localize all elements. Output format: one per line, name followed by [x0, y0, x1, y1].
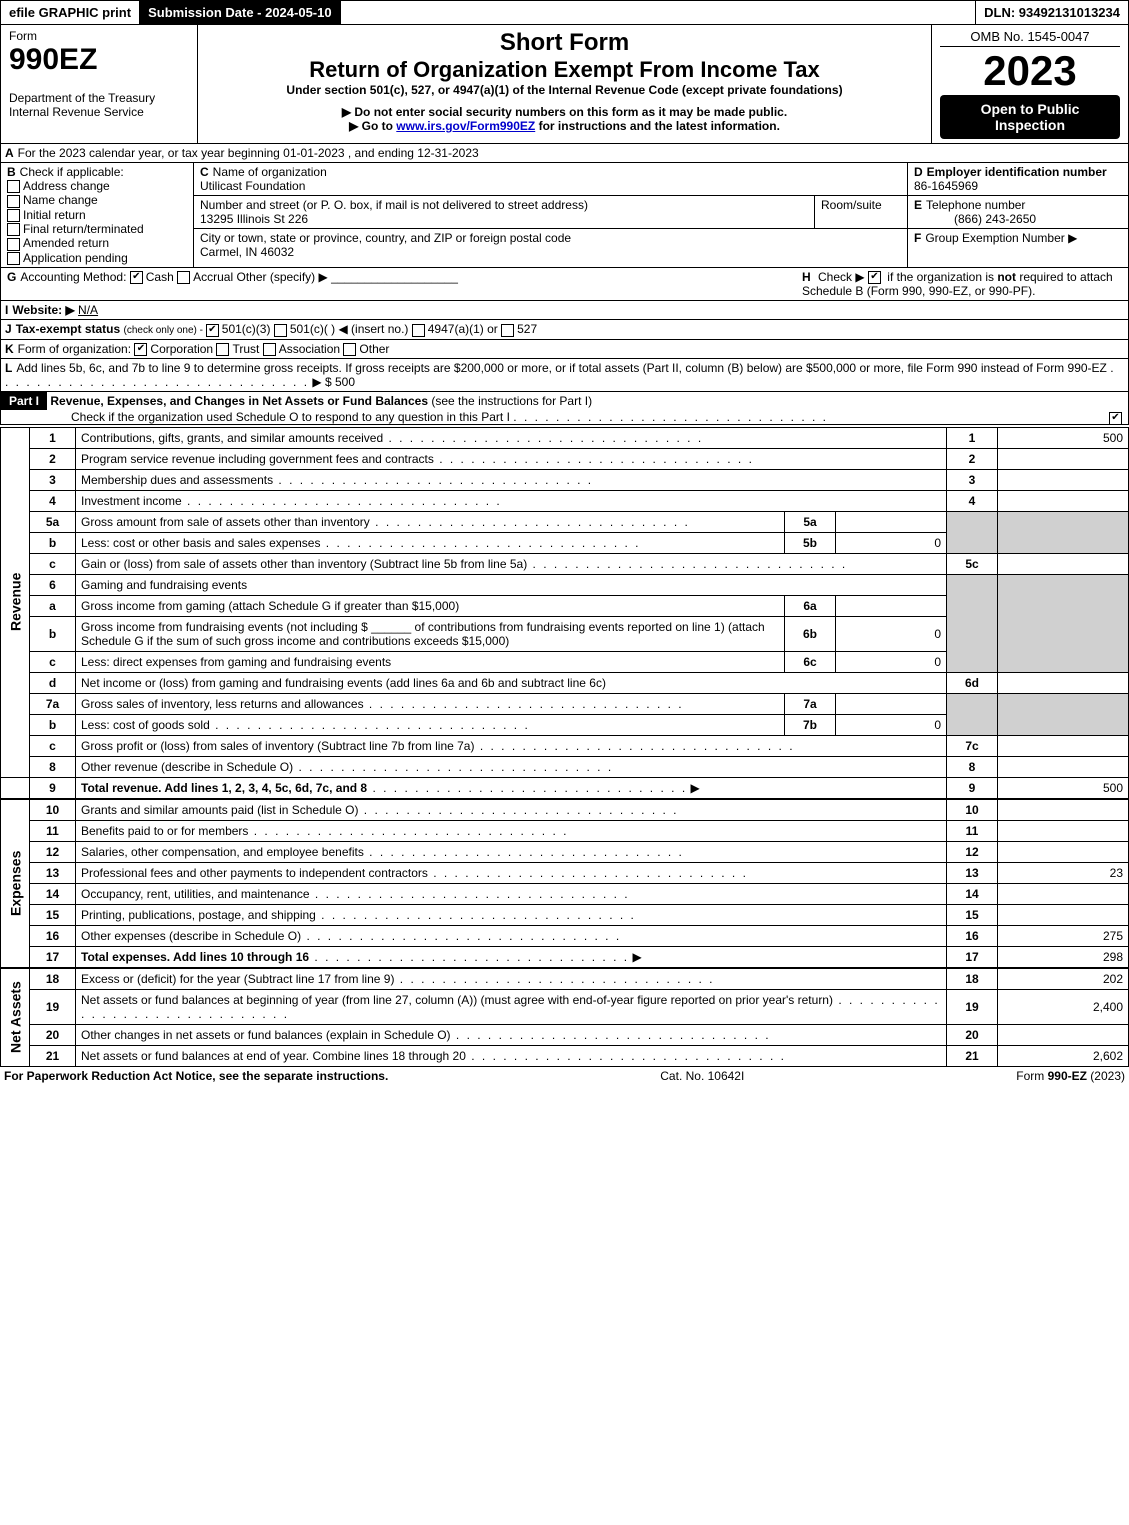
- check-amended-return[interactable]: [7, 238, 20, 251]
- check-501c[interactable]: [274, 324, 287, 337]
- room-suite: Room/suite: [815, 196, 907, 228]
- form-label: Form: [9, 29, 37, 43]
- footer-left: For Paperwork Reduction Act Notice, see …: [4, 1069, 388, 1083]
- revenue-sidebar: Revenue: [1, 427, 30, 777]
- check-association[interactable]: [263, 343, 276, 356]
- line9-value: 500: [998, 777, 1129, 798]
- check-name-change[interactable]: [7, 195, 20, 208]
- section-l: LAdd lines 5b, 6c, and 7b to line 9 to d…: [0, 359, 1129, 392]
- line6a-value: [836, 595, 947, 616]
- line10-value: [998, 799, 1129, 820]
- check-501c3[interactable]: [206, 324, 219, 337]
- check-527[interactable]: [501, 324, 514, 337]
- line21-value: 2,602: [998, 1045, 1129, 1066]
- efile-graphic-print[interactable]: efile GRAPHIC print: [1, 1, 140, 24]
- line1-value: 500: [998, 427, 1129, 448]
- line8-value: [998, 756, 1129, 777]
- open-to-public: Open to Public Inspection: [940, 95, 1120, 139]
- goto-note: ▶ Go to www.irs.gov/Form990EZ for instru…: [206, 119, 923, 133]
- header-right: OMB No. 1545-0047 2023 Open to Public In…: [932, 25, 1128, 143]
- ein: 86-1645969: [914, 179, 978, 193]
- ssn-note: ▶ Do not enter social security numbers o…: [206, 105, 923, 119]
- line6d-value: [998, 672, 1129, 693]
- line2-value: [998, 448, 1129, 469]
- check-scheduleb-not-required[interactable]: [868, 271, 881, 284]
- line18-value: 202: [998, 968, 1129, 989]
- line5a-value: [836, 511, 947, 532]
- check-application-pending[interactable]: [7, 252, 20, 265]
- check-schedule-o-part1[interactable]: [1109, 412, 1122, 425]
- line7b-value: 0: [836, 714, 947, 735]
- netassets-table: Net Assets 18 Excess or (deficit) for th…: [0, 968, 1129, 1067]
- check-other-org[interactable]: [343, 343, 356, 356]
- footer-right: Form 990-EZ (2023): [1016, 1069, 1125, 1083]
- short-form-title: Short Form: [206, 29, 923, 57]
- omb-number: OMB No. 1545-0047: [940, 29, 1120, 47]
- section-i: IWebsite: ▶ N/A: [0, 301, 1129, 320]
- org-address: 13295 Illinois St 226: [200, 212, 308, 226]
- section-a: AFor the 2023 calendar year, or tax year…: [0, 144, 1129, 163]
- header-left: Form 990EZ Department of the Treasury In…: [1, 25, 198, 143]
- form-subtext: Under section 501(c), 527, or 4947(a)(1)…: [206, 83, 923, 97]
- form-number: 990EZ: [9, 43, 97, 76]
- org-name: Utilicast Foundation: [200, 179, 305, 193]
- tax-year: 2023: [940, 47, 1120, 95]
- check-final-return[interactable]: [7, 223, 20, 236]
- footer-center: Cat. No. 10642I: [660, 1069, 744, 1083]
- netassets-sidebar: Net Assets: [1, 968, 30, 1066]
- top-bar-spacer: [341, 1, 977, 24]
- check-4947a1[interactable]: [412, 324, 425, 337]
- line14-value: [998, 883, 1129, 904]
- check-accrual[interactable]: [177, 271, 190, 284]
- section-c: CName of organization Utilicast Foundati…: [194, 163, 908, 267]
- section-k: KForm of organization: Corporation Trust…: [0, 340, 1129, 359]
- org-city: Carmel, IN 46032: [200, 245, 294, 259]
- footer: For Paperwork Reduction Act Notice, see …: [0, 1067, 1129, 1085]
- header-center: Short Form Return of Organization Exempt…: [198, 25, 932, 143]
- gross-receipts: 500: [335, 375, 355, 389]
- line16-value: 275: [998, 925, 1129, 946]
- line6b-value: 0: [836, 616, 947, 651]
- line6c-value: 0: [836, 651, 947, 672]
- top-bar: efile GRAPHIC print Submission Date - 20…: [0, 0, 1129, 25]
- check-trust[interactable]: [216, 343, 229, 356]
- line5c-value: [998, 553, 1129, 574]
- part1-header-row: Part I Revenue, Expenses, and Changes in…: [0, 392, 1129, 425]
- line3-value: [998, 469, 1129, 490]
- line13-value: 23: [998, 862, 1129, 883]
- line4-value: [998, 490, 1129, 511]
- telephone: (866) 243-2650: [914, 212, 1036, 226]
- line20-value: [998, 1024, 1129, 1045]
- line7a-value: [836, 693, 947, 714]
- expenses-table: Expenses 10 Grants and similar amounts p…: [0, 799, 1129, 968]
- check-corporation[interactable]: [134, 343, 147, 356]
- website: N/A: [78, 303, 98, 317]
- irs-link[interactable]: www.irs.gov/Form990EZ: [396, 119, 535, 133]
- section-j: JTax-exempt status (check only one) - 50…: [0, 320, 1129, 339]
- line19-value: 2,400: [998, 989, 1129, 1024]
- check-initial-return[interactable]: [7, 209, 20, 222]
- revenue-table: Revenue 1 Contributions, gifts, grants, …: [0, 427, 1129, 799]
- line12-value: [998, 841, 1129, 862]
- dln: DLN: 93492131013234: [976, 1, 1128, 24]
- line17-value: 298: [998, 946, 1129, 967]
- sections-gh: GAccounting Method: Cash Accrual Other (…: [0, 268, 1129, 301]
- sections-def: DEmployer identification number 86-16459…: [908, 163, 1128, 267]
- form-header: Form 990EZ Department of the Treasury In…: [0, 25, 1129, 144]
- submission-date: Submission Date - 2024-05-10: [140, 1, 341, 24]
- part1-label: Part I: [1, 392, 47, 410]
- expenses-sidebar: Expenses: [1, 799, 30, 967]
- check-address-change[interactable]: [7, 180, 20, 193]
- line11-value: [998, 820, 1129, 841]
- line7c-value: [998, 735, 1129, 756]
- form-title: Return of Organization Exempt From Incom…: [206, 57, 923, 83]
- sections-bcdef: BCheck if applicable: Address change Nam…: [0, 163, 1129, 268]
- section-b: BCheck if applicable: Address change Nam…: [1, 163, 194, 267]
- dept: Department of the Treasury Internal Reve…: [9, 91, 155, 119]
- check-cash[interactable]: [130, 271, 143, 284]
- line15-value: [998, 904, 1129, 925]
- line5b-value: 0: [836, 532, 947, 553]
